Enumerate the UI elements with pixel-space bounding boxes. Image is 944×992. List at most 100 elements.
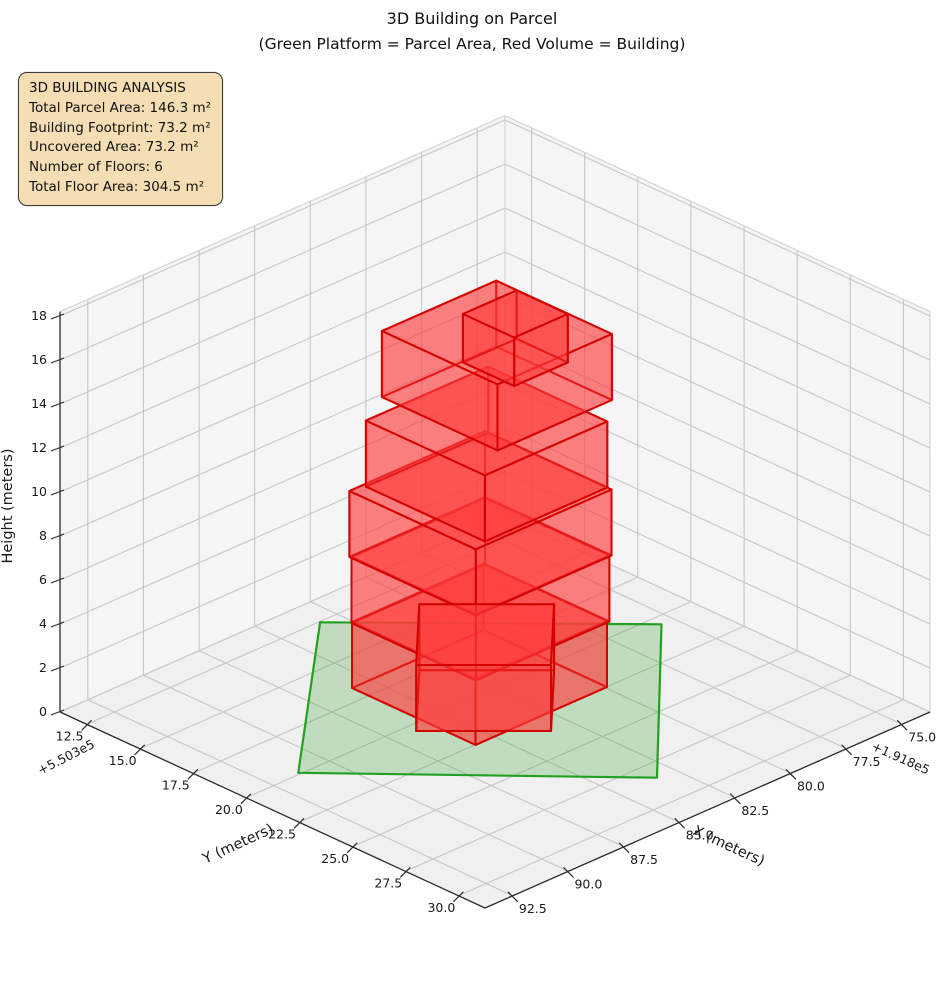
grid-line-floor-y <box>139 552 585 750</box>
z-tick-label: 6 <box>39 572 47 587</box>
z-tick-label: 8 <box>39 528 47 543</box>
analysis-info-box: 3D BUILDING ANALYSIS Total Parcel Area: … <box>18 72 224 206</box>
z-tick <box>50 357 65 364</box>
grid-line-wall-z <box>504 207 931 405</box>
y-tick <box>81 719 93 731</box>
y-axis-line <box>59 711 486 909</box>
y-tick <box>240 793 252 805</box>
z-tick <box>50 489 65 496</box>
grid-line-floor-x <box>421 552 847 750</box>
z-tick <box>50 709 65 716</box>
x-tick-label: 75.0 <box>908 729 936 744</box>
y-tick <box>346 842 358 854</box>
x-tick <box>562 866 574 878</box>
info-box-title: 3D BUILDING ANALYSIS <box>29 80 186 96</box>
z-tick <box>50 401 65 408</box>
y-tick <box>452 891 464 903</box>
x-tick-label: 77.5 <box>853 754 881 769</box>
x-tick <box>785 768 797 780</box>
x-tick-label: 80.0 <box>797 778 825 793</box>
z-tick-label: 0 <box>39 704 47 719</box>
z-tick-label: 10 <box>31 484 47 499</box>
y-tick-label: 27.5 <box>374 875 402 890</box>
x-tick-label: 82.5 <box>741 803 769 818</box>
x-tick-label: 85.0 <box>686 827 714 842</box>
pane-top-edge <box>504 115 931 313</box>
title-block: 3D Building on Parcel (Green Platform = … <box>0 6 944 57</box>
y-tick <box>134 744 146 756</box>
grid-line-wall-z <box>59 383 506 581</box>
building-face-ground-annex <box>415 664 552 732</box>
z-tick-label: 4 <box>39 616 47 631</box>
info-line-footprint: Building Footprint: 73.2 m² <box>29 119 211 136</box>
info-line-floors: Number of Floors: 6 <box>29 159 163 176</box>
x-tick <box>841 744 853 756</box>
z-tick <box>50 533 65 540</box>
x-tick <box>674 817 686 829</box>
y-tick-label: 25.0 <box>321 851 349 866</box>
grid-line-floor-x <box>198 650 625 848</box>
grid-line-wall-z <box>504 339 931 537</box>
y-tick <box>399 866 411 878</box>
x-tick-label: 90.0 <box>574 876 602 891</box>
y-tick-label: 30.0 <box>427 900 455 915</box>
y-tick-label: 20.0 <box>215 802 243 817</box>
z-tick-label: 16 <box>31 352 47 367</box>
pane-top-edge <box>59 115 506 313</box>
grid-line-floor-x <box>87 699 514 897</box>
grid-line-floor-y <box>458 699 904 897</box>
grid-line-wall-z <box>59 251 506 449</box>
building-face-ground-annex <box>415 603 556 666</box>
grid-line-wall-z <box>59 207 506 405</box>
building-face-floor-3 <box>348 490 477 617</box>
grid-line-wall-z <box>504 427 931 625</box>
grid-line-wall-z <box>59 339 506 537</box>
grid-line-wall-z <box>504 251 931 449</box>
grid-line-floor-y <box>245 601 692 799</box>
x-tick <box>729 793 741 805</box>
z-tick <box>50 665 65 672</box>
z-tick-label: 2 <box>39 660 47 675</box>
x-axis-line <box>484 711 931 909</box>
y-tick-label: 12.5 <box>56 728 84 743</box>
info-line-floor-area: Total Floor Area: 304.5 m² <box>29 178 205 195</box>
grid-line-floor-y <box>86 527 532 725</box>
grid-line-wall-z <box>59 119 506 317</box>
z-tick-label: 12 <box>31 440 47 455</box>
y-tick <box>293 817 305 829</box>
y-tick-label: 22.5 <box>268 826 296 841</box>
z-tick-label: 14 <box>31 396 47 411</box>
y-tick-label: 17.5 <box>162 777 190 792</box>
info-line-uncovered: Uncovered Area: 73.2 m² <box>29 139 199 156</box>
x-tick-label: 87.5 <box>630 852 658 867</box>
grid-line-floor-x <box>476 527 903 725</box>
z-tick <box>50 313 65 320</box>
grid-line-wall-z <box>59 427 506 625</box>
building-face-floor-5 <box>496 333 613 452</box>
grid-line-wall-z <box>504 295 931 493</box>
z-tick <box>50 445 65 452</box>
grid-line-wall-z <box>504 119 931 317</box>
grid-line-wall-z <box>59 295 506 493</box>
grid-line-wall-z <box>504 515 931 713</box>
building-face-floor-6-penthouse <box>461 313 516 387</box>
z-tick <box>50 621 65 628</box>
z-axis-label: Height (meters) <box>0 448 16 563</box>
grid-line-wall-z <box>59 163 506 361</box>
x-tick <box>618 842 630 854</box>
parcel-platform <box>297 621 663 779</box>
chart-subtitle: (Green Platform = Parcel Area, Red Volum… <box>258 35 686 53</box>
grid-line-floor-y <box>351 650 798 848</box>
chart-title: 3D Building on Parcel <box>386 9 558 28</box>
grid-line-floor-x <box>254 625 680 823</box>
grid-line-floor-y <box>405 674 851 872</box>
grid-line-wall-z <box>504 163 931 361</box>
building-face-floor-4 <box>483 420 609 543</box>
grid-line-wall-z <box>59 515 506 713</box>
info-line-parcel-area: Total Parcel Area: 146.3 m² <box>29 99 212 116</box>
x-tick <box>896 719 908 731</box>
z-tick <box>50 577 65 584</box>
